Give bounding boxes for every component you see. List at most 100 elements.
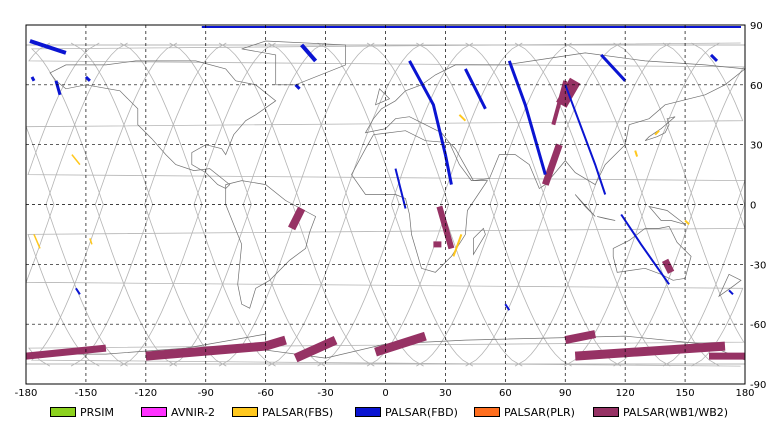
acquisition-swath xyxy=(84,75,91,82)
acquisition-swath xyxy=(394,168,407,209)
acquisition-swath xyxy=(33,234,41,249)
legend-item-prsim: PRSIM xyxy=(50,401,114,423)
legend-label-palsar-fbd: PALSAR(FBD) xyxy=(385,405,458,419)
coastline xyxy=(49,60,277,189)
acquisition-swath xyxy=(29,39,67,55)
coastline xyxy=(351,130,489,273)
lat-tick-label: 90 xyxy=(750,21,763,32)
axis-ticks: -180 -150 -120 -90 -60 -30 0 30 60 90 120 150 180 90 6… xyxy=(15,21,767,399)
acquisition-swath xyxy=(507,60,547,176)
coastline xyxy=(597,216,616,221)
lat-tick-label: 0 xyxy=(750,201,756,212)
acquisition-swath xyxy=(71,154,81,166)
lon-tick-label: 150 xyxy=(676,388,695,399)
acquisition-swath xyxy=(654,129,660,136)
legend-swatch-prsim xyxy=(50,407,76,417)
acquisition-swath xyxy=(30,76,36,82)
coastline xyxy=(374,88,391,106)
map-frame xyxy=(25,24,746,385)
legend-label-palsar-fbs: PALSAR(FBS) xyxy=(262,405,334,419)
lat-tick-label: 30 xyxy=(750,141,763,152)
acquisition-swath xyxy=(458,114,467,122)
acquisition-swath xyxy=(504,303,511,311)
legend-swatch-palsar-wb xyxy=(593,407,619,417)
acquisition-swath xyxy=(288,206,306,231)
legend-label-avnir2: AVNIR-2 xyxy=(171,405,215,419)
legend-item-avnir2: AVNIR-2 xyxy=(141,401,215,423)
acquisition-swath xyxy=(709,53,719,62)
acquisition-swath xyxy=(294,83,301,90)
acquisition-swath xyxy=(728,289,734,296)
legend-label-prsim: PRSIM xyxy=(80,405,114,419)
acquisition-swath xyxy=(75,287,81,295)
acquisition-swath xyxy=(25,344,107,360)
legend-item-palsar-fbd: PALSAR(FBD) xyxy=(355,401,458,423)
coastline xyxy=(718,273,742,298)
orbit-track xyxy=(465,42,622,367)
acquisition-swath xyxy=(408,60,453,185)
acquisition-swath xyxy=(661,258,675,274)
coastline xyxy=(612,226,692,281)
coastline xyxy=(241,40,346,86)
acquisition-swath xyxy=(620,213,670,285)
legend-swatch-avnir2 xyxy=(141,407,167,417)
acquisition-swath xyxy=(293,335,338,363)
acquisition-swath xyxy=(374,331,427,357)
lon-tick-label: -60 xyxy=(257,388,273,399)
acquisition-swath xyxy=(564,330,596,345)
coastline xyxy=(473,227,486,256)
acquisition-swath xyxy=(464,68,487,110)
orbit-track xyxy=(25,42,744,367)
acquisition-swath xyxy=(300,43,318,63)
coastline xyxy=(644,116,676,142)
legend-swatch-palsar-fbs xyxy=(232,407,258,417)
orbit-track xyxy=(366,42,523,367)
world-map: -180 -150 -120 -90 -60 -30 0 30 60 90 120 150 180 90 6… xyxy=(15,21,767,399)
lon-tick-label: 90 xyxy=(559,388,572,399)
acquisition-swath xyxy=(89,238,93,245)
legend-item-palsar-wb: PALSAR(WB1/WB2) xyxy=(593,401,728,423)
lat-tick-label: -90 xyxy=(750,380,766,391)
coastline xyxy=(225,180,317,309)
lon-tick-label: -90 xyxy=(198,388,214,399)
acquisition-swath xyxy=(436,205,455,250)
acquisition-swath xyxy=(600,53,627,82)
legend: PRSIM AVNIR-2 PALSAR(FBS) PALSAR(FBD) PA… xyxy=(0,401,770,423)
acquisition-swath xyxy=(541,143,563,186)
coastline xyxy=(574,194,596,217)
legend-swatch-palsar-plr xyxy=(474,407,500,417)
lat-tick-label: -30 xyxy=(750,260,766,271)
lon-tick-label: -120 xyxy=(134,388,157,399)
acquisition-swath xyxy=(452,234,463,257)
lon-tick-label: 120 xyxy=(616,388,635,399)
orbit-track xyxy=(268,42,424,367)
orbit-track xyxy=(120,42,276,367)
acquisition-swath xyxy=(551,80,568,126)
legend-item-palsar-plr: PALSAR(PLR) xyxy=(474,401,575,423)
lon-tick-label: -180 xyxy=(15,388,38,399)
lon-tick-label: -150 xyxy=(75,388,98,399)
lat-tick-label: 60 xyxy=(750,81,763,92)
acquisition-swath xyxy=(574,341,726,361)
graticule xyxy=(25,24,746,385)
orbit-track xyxy=(564,42,720,367)
lat-tick-label: -60 xyxy=(750,320,766,331)
lon-tick-label: 180 xyxy=(735,388,754,399)
coastline xyxy=(648,205,686,225)
acquisition-swath xyxy=(145,335,287,361)
acquisition-swath xyxy=(684,219,690,226)
legend-item-palsar-fbs: PALSAR(FBS) xyxy=(232,401,333,423)
orbit-track xyxy=(169,42,326,367)
lon-tick-label: -30 xyxy=(317,388,333,399)
legend-label-palsar-plr: PALSAR(PLR) xyxy=(504,405,575,419)
acquisition-swath xyxy=(634,150,639,157)
legend-swatch-palsar-fbd xyxy=(355,407,381,417)
orbit-track xyxy=(30,42,741,367)
acquisition-swaths xyxy=(25,26,745,363)
lon-tick-label: 0 xyxy=(382,388,388,399)
lon-tick-label: 30 xyxy=(439,388,452,399)
acquisition-swath xyxy=(54,80,62,96)
coastline xyxy=(25,333,746,385)
acquisition-swath xyxy=(564,84,607,195)
lon-tick-label: 60 xyxy=(499,388,512,399)
